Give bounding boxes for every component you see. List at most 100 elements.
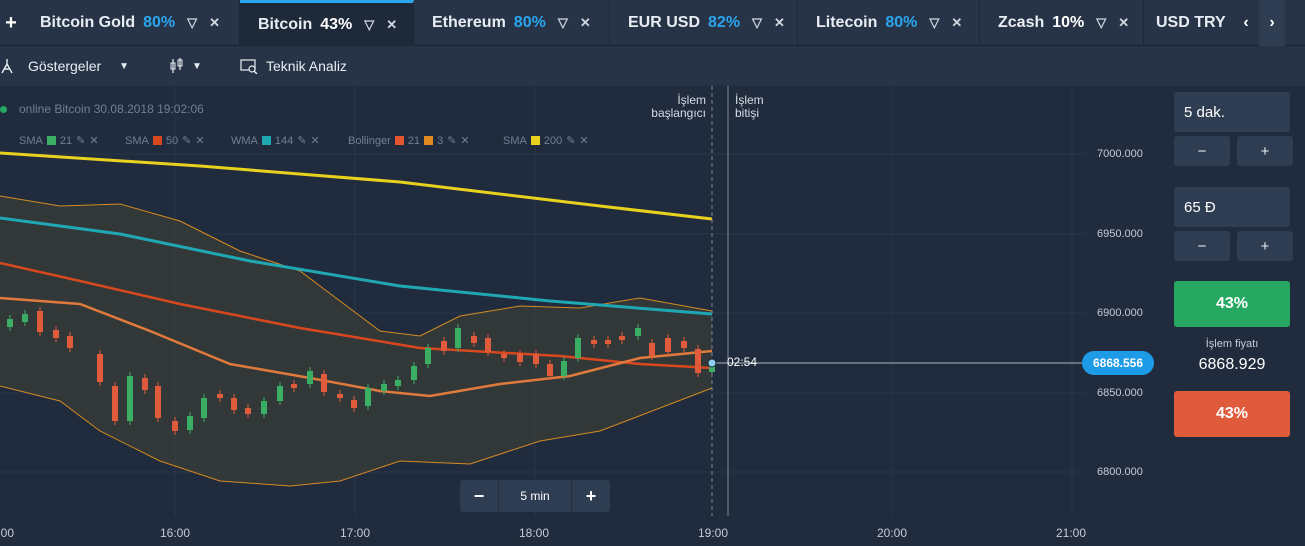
close-icon[interactable]: ✕: [1118, 15, 1130, 30]
edit-icon[interactable]: ✎: [447, 135, 457, 147]
edit-icon[interactable]: ✎: [297, 135, 307, 147]
remove-icon[interactable]: ✕: [89, 135, 99, 147]
edit-icon[interactable]: ✎: [76, 135, 86, 147]
x-tick: 15:00: [0, 526, 15, 540]
candle-body: [365, 388, 371, 406]
close-icon[interactable]: ✕: [774, 15, 785, 30]
duration-plus-button[interactable]: +: [1237, 136, 1293, 166]
legend-name: SMA: [503, 134, 527, 147]
candle-body: [321, 374, 327, 392]
candle-body: [172, 421, 178, 431]
technical-analysis-button[interactable]: Teknik Analiz: [240, 58, 347, 74]
candle-body: [619, 336, 625, 340]
remove-icon[interactable]: ✕: [579, 135, 589, 147]
chevron-down-icon[interactable]: ▽: [187, 15, 198, 30]
add-tab-button[interactable]: +: [5, 11, 17, 34]
candle-body: [381, 384, 387, 391]
candle-body: [291, 384, 297, 388]
caret-down-icon: ▼: [119, 60, 130, 72]
tab-ethereum[interactable]: Ethereum 80% ▽ ✕: [414, 0, 610, 46]
candle-body: [7, 319, 13, 327]
legend-wma-144[interactable]: WMA 144 ✎ ✕: [231, 134, 320, 148]
tab-bitcoin-gold[interactable]: Bitcoin Gold 80% ▽ ✕: [22, 0, 240, 46]
candle-body: [485, 338, 491, 352]
chevron-down-icon[interactable]: ▽: [752, 15, 763, 30]
candle-body: [37, 311, 43, 332]
tab-bitcoin[interactable]: Bitcoin 43% ▽ ✕: [240, 0, 414, 46]
candle-body: [533, 354, 539, 364]
tab-litecoin[interactable]: Litecoin 80% ▽ ✕: [798, 0, 980, 46]
legend-sma-200[interactable]: SMA 200 ✎ ✕: [503, 134, 589, 148]
tab-label: Ethereum: [432, 14, 506, 31]
legend-bollinger[interactable]: Bollinger 21 3 ✎ ✕: [348, 134, 470, 148]
current-price-dot: [707, 358, 717, 368]
candle-body: [501, 354, 507, 358]
candle-body: [112, 386, 118, 421]
remove-icon[interactable]: ✕: [460, 135, 470, 147]
candle-body: [455, 328, 461, 348]
candle-body: [155, 386, 161, 418]
tab-payout: 80%: [885, 14, 918, 31]
tabs-prev-button[interactable]: ‹: [1243, 14, 1249, 31]
candle-body: [665, 338, 671, 352]
duration-minus-button[interactable]: −: [1174, 136, 1230, 166]
zoom-in-button[interactable]: +: [585, 485, 597, 506]
asset-tabbar: + Bitcoin Gold 80% ▽ ✕ Bitcoin 43% ▽ ✕ E…: [0, 0, 1305, 46]
duration-value: 5 dak.: [1184, 103, 1225, 121]
tab-payout: 10%: [1052, 14, 1085, 31]
tab-label: USD TRY: [1156, 14, 1226, 31]
bollinger-mid-line: [0, 296, 713, 398]
amount-plus-button[interactable]: +: [1237, 231, 1293, 261]
candle-body: [605, 340, 611, 344]
chevron-down-icon[interactable]: ▽: [364, 16, 375, 32]
legend-sma-21[interactable]: SMA 21 ✎ ✕: [19, 134, 99, 148]
chevron-down-icon[interactable]: ▽: [557, 15, 568, 30]
legend-sma-50[interactable]: SMA 50 ✎ ✕: [125, 134, 205, 148]
legend-swatch: [46, 136, 56, 145]
legend-name: SMA: [125, 134, 149, 147]
put-button[interactable]: 43%: [1174, 391, 1290, 437]
remove-icon[interactable]: ✕: [310, 135, 320, 147]
tab-usd-try[interactable]: USD TRY: [1144, 0, 1233, 46]
x-tick: 18:00: [519, 526, 550, 540]
candle-body: [142, 378, 148, 390]
candle-body: [277, 386, 283, 401]
tabs-next-button[interactable]: ›: [1259, 0, 1285, 46]
tab-zcash[interactable]: Zcash 10% ▽ ✕: [980, 0, 1144, 46]
legend-param-2: 3: [437, 134, 444, 147]
close-icon[interactable]: ✕: [209, 15, 221, 30]
legend-name: WMA: [231, 134, 258, 147]
indicators-button[interactable]: Göstergeler ▼: [0, 58, 129, 74]
chart-type-button[interactable]: ▼: [170, 57, 202, 75]
candle-body: [411, 366, 417, 380]
call-button[interactable]: 43%: [1174, 281, 1290, 327]
close-icon[interactable]: ✕: [951, 15, 963, 30]
tab-eur-usd[interactable]: EUR USD 82% ▽ ✕: [610, 0, 798, 46]
close-icon[interactable]: ✕: [386, 16, 398, 32]
status-line: online Bitcoin 30.08.2018 19:02:06: [0, 102, 204, 116]
zoom-out-button[interactable]: −: [473, 485, 485, 506]
edit-icon[interactable]: ✎: [182, 135, 192, 147]
trade-end-line-2: bitişi: [735, 106, 760, 120]
chevron-down-icon[interactable]: ▽: [929, 15, 940, 30]
legend-swatch: [394, 136, 404, 145]
sma-200-line: [0, 151, 713, 221]
chart-toolbar: Göstergeler ▼ ▼ Teknik Analiz: [0, 46, 1305, 86]
y-tick: 6950.000: [1097, 228, 1143, 240]
chart-canvas[interactable]: [0, 86, 1160, 546]
legend-param: 21: [407, 134, 421, 147]
amount-minus-button[interactable]: −: [1174, 231, 1230, 261]
duration-field[interactable]: 5 dak.: [1174, 92, 1290, 132]
price-chart[interactable]: online Bitcoin 30.08.2018 19:02:06 SMA 2…: [0, 86, 1160, 546]
candle-body: [395, 380, 401, 386]
candle-body: [337, 394, 343, 398]
legend-param: 200: [543, 134, 563, 147]
remove-icon[interactable]: ✕: [195, 135, 205, 147]
x-tick: 19:00: [698, 526, 729, 540]
amount-field[interactable]: 65 Ð: [1174, 187, 1290, 227]
candlestick-icon: [170, 58, 183, 73]
edit-icon[interactable]: ✎: [566, 135, 576, 147]
chevron-down-icon[interactable]: ▽: [1096, 15, 1107, 30]
close-icon[interactable]: ✕: [579, 15, 591, 30]
candle-body: [517, 354, 523, 362]
